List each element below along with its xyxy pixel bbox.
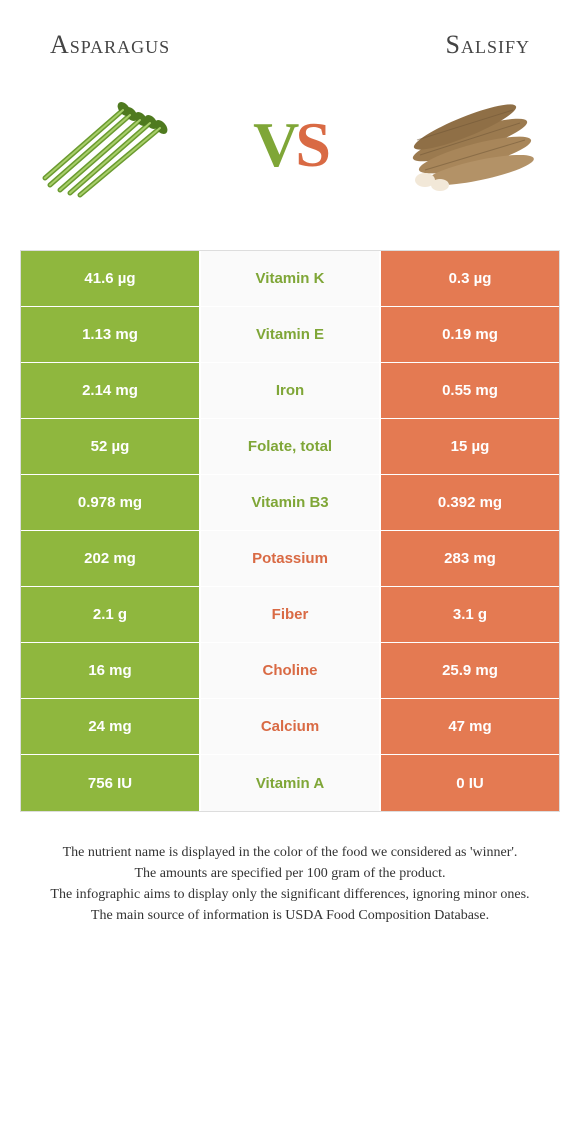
right-value-cell: 47 mg [381,699,559,754]
nutrient-label-cell: Vitamin K [201,251,381,306]
right-food-title: Salsify [446,30,530,60]
left-value-cell: 52 µg [21,419,201,474]
vs-label: VS [253,108,327,182]
right-value-cell: 3.1 g [381,587,559,642]
table-row: 2.14 mgIron0.55 mg [21,363,559,419]
right-value-cell: 0.55 mg [381,363,559,418]
salsify-image [390,80,550,210]
vs-v: V [253,108,295,182]
table-row: 52 µgFolate, total15 µg [21,419,559,475]
right-value-cell: 0.3 µg [381,251,559,306]
table-row: 16 mgCholine25.9 mg [21,643,559,699]
right-value-cell: 25.9 mg [381,643,559,698]
left-value-cell: 0.978 mg [21,475,201,530]
table-row: 41.6 µgVitamin K0.3 µg [21,251,559,307]
left-value-cell: 16 mg [21,643,201,698]
nutrient-table: 41.6 µgVitamin K0.3 µg1.13 mgVitamin E0.… [20,250,560,812]
table-row: 202 mgPotassium283 mg [21,531,559,587]
left-value-cell: 756 IU [21,755,201,811]
table-row: 0.978 mgVitamin B30.392 mg [21,475,559,531]
nutrient-label-cell: Vitamin B3 [201,475,381,530]
nutrient-label-cell: Folate, total [201,419,381,474]
right-value-cell: 15 µg [381,419,559,474]
left-value-cell: 202 mg [21,531,201,586]
table-row: 756 IUVitamin A0 IU [21,755,559,811]
footer-line-3: The infographic aims to display only the… [30,884,550,905]
vs-s: S [295,108,327,182]
left-value-cell: 1.13 mg [21,307,201,362]
table-row: 24 mgCalcium47 mg [21,699,559,755]
nutrient-label-cell: Choline [201,643,381,698]
footer-notes: The nutrient name is displayed in the co… [0,812,580,926]
asparagus-icon [35,90,185,200]
right-value-cell: 0 IU [381,755,559,811]
left-value-cell: 2.14 mg [21,363,201,418]
table-row: 2.1 gFiber3.1 g [21,587,559,643]
header: Asparagus Salsify [0,0,580,70]
left-value-cell: 24 mg [21,699,201,754]
asparagus-image [30,80,190,210]
hero-row: VS [0,70,580,250]
footer-line-1: The nutrient name is displayed in the co… [30,842,550,863]
right-value-cell: 283 mg [381,531,559,586]
right-value-cell: 0.392 mg [381,475,559,530]
right-value-cell: 0.19 mg [381,307,559,362]
table-row: 1.13 mgVitamin E0.19 mg [21,307,559,363]
nutrient-label-cell: Potassium [201,531,381,586]
nutrient-label-cell: Calcium [201,699,381,754]
left-food-title: Asparagus [50,30,170,60]
nutrient-label-cell: Iron [201,363,381,418]
nutrient-label-cell: Vitamin A [201,755,381,811]
left-value-cell: 41.6 µg [21,251,201,306]
salsify-icon [395,85,545,205]
footer-line-4: The main source of information is USDA F… [30,905,550,926]
left-value-cell: 2.1 g [21,587,201,642]
footer-line-2: The amounts are specified per 100 gram o… [30,863,550,884]
nutrient-label-cell: Vitamin E [201,307,381,362]
nutrient-label-cell: Fiber [201,587,381,642]
